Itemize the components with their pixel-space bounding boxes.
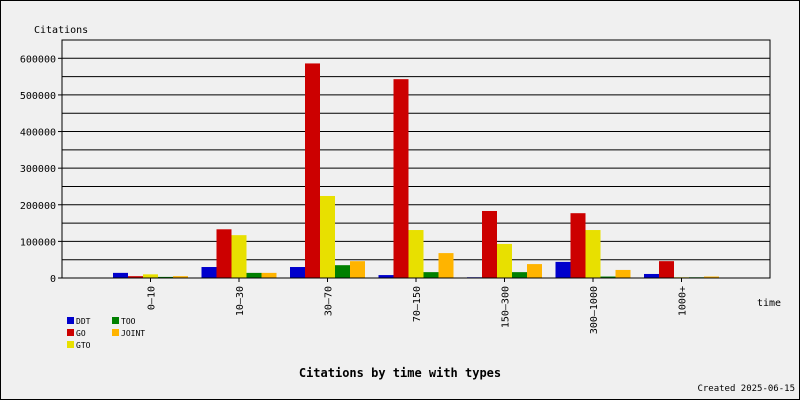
bar <box>173 276 188 278</box>
bar <box>644 273 659 278</box>
y-tick-label: 0 <box>50 274 56 285</box>
legend-swatch <box>67 329 74 336</box>
x-tick-label: 10–30 <box>235 286 246 316</box>
bar <box>600 276 616 278</box>
bar <box>527 264 542 278</box>
bar <box>216 229 232 278</box>
bar <box>143 274 158 278</box>
bar <box>704 276 719 278</box>
bar <box>261 272 277 278</box>
x-tick-label: 1000+ <box>678 286 689 316</box>
bar <box>350 261 365 278</box>
bar <box>512 272 527 278</box>
x-tick-label: 0–10 <box>147 286 158 310</box>
bar <box>335 265 350 278</box>
x-tick-label: 300–1000 <box>589 286 600 334</box>
legend-swatch <box>67 341 74 348</box>
bar <box>201 267 217 278</box>
legend-swatch <box>67 317 74 324</box>
bar <box>246 272 262 278</box>
x-axis-label: time <box>757 298 781 309</box>
y-axis-label: Citations <box>34 25 88 36</box>
bar <box>393 79 409 278</box>
legend-label: GTO <box>76 341 91 350</box>
y-tick-label: 500000 <box>20 91 56 102</box>
y-tick-label: 100000 <box>20 237 56 248</box>
bar <box>378 275 394 278</box>
bar <box>290 267 305 278</box>
bar <box>438 253 454 278</box>
bar <box>113 272 128 278</box>
bar <box>497 243 512 278</box>
bar <box>128 276 143 278</box>
bar <box>320 195 335 278</box>
bar <box>570 213 586 278</box>
x-tick-label: 150–300 <box>501 286 512 328</box>
chart-title: Citations by time with types <box>299 366 501 380</box>
y-tick-label: 600000 <box>20 54 56 65</box>
legend-swatch <box>112 329 119 336</box>
bar <box>423 272 439 278</box>
bar <box>231 235 247 278</box>
legend-label: TOO <box>121 317 136 326</box>
legend-label: DDT <box>76 317 91 326</box>
bar <box>585 230 601 278</box>
y-tick-label: 300000 <box>20 164 56 175</box>
legend-label: JOINT <box>121 329 145 338</box>
legend-swatch <box>112 317 119 324</box>
bar <box>615 269 631 278</box>
y-tick-label: 200000 <box>20 201 56 212</box>
bar <box>408 230 424 278</box>
bar <box>158 276 173 278</box>
bar <box>659 261 674 278</box>
bar <box>482 210 497 278</box>
x-tick-label: 70–150 <box>412 286 423 322</box>
y-tick-label: 400000 <box>20 128 56 139</box>
x-tick-label: 30–70 <box>324 286 335 316</box>
bar <box>305 63 320 279</box>
bar <box>555 261 571 278</box>
legend-label: GO <box>76 329 86 338</box>
footer: Created 2025-06-15 <box>697 384 795 394</box>
